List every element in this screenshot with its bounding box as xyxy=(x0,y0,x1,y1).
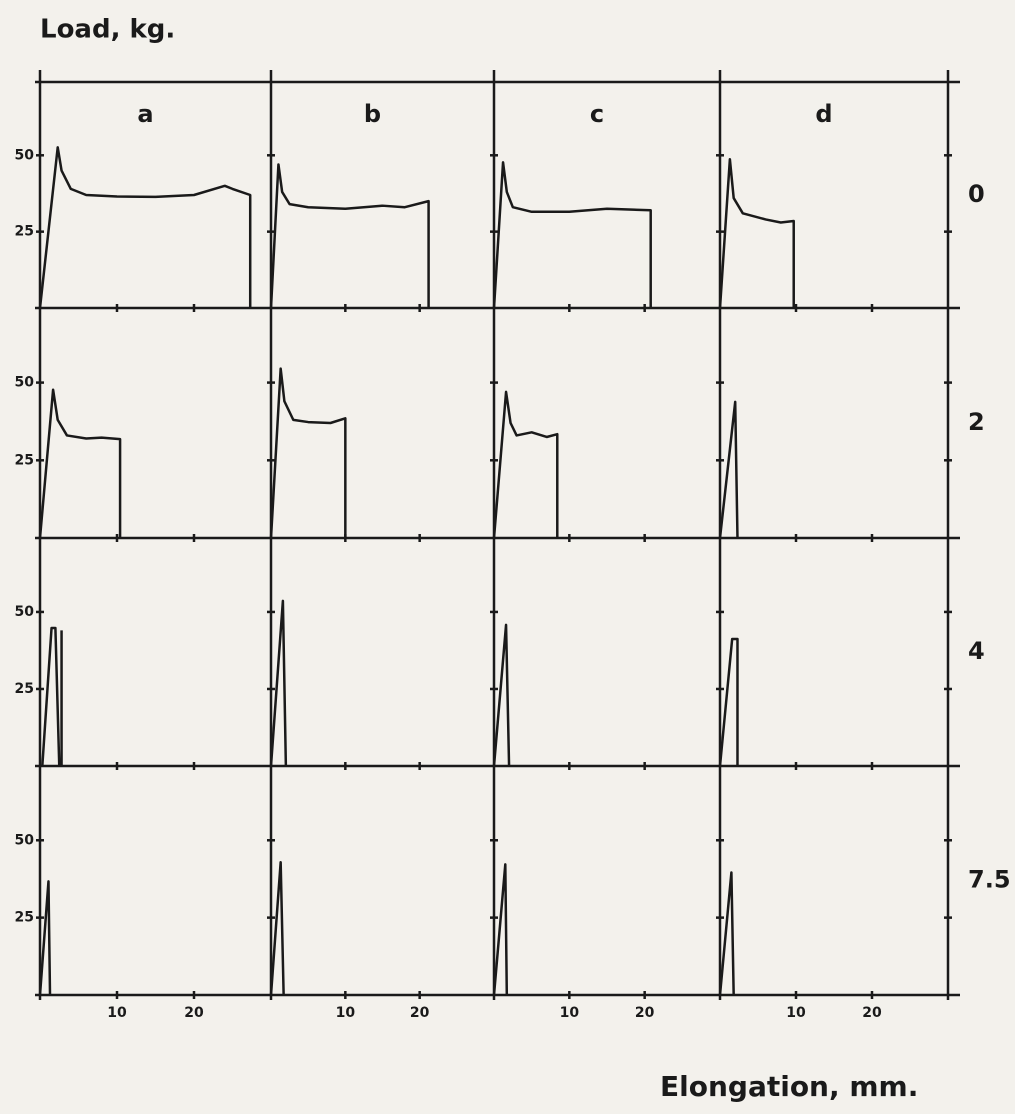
y-tick-label: 25 xyxy=(15,681,34,697)
load-curve xyxy=(269,599,288,767)
x-axis-title: Elongation, mm. xyxy=(660,1070,918,1103)
row-label: 4 xyxy=(968,637,985,665)
load-curve xyxy=(492,863,509,996)
load-curve xyxy=(269,860,285,996)
x-tick-label: 20 xyxy=(184,1005,204,1021)
load-curve xyxy=(269,367,347,539)
y-tick-label: 25 xyxy=(15,224,34,240)
column-label: b xyxy=(364,100,381,128)
load-curve xyxy=(38,388,122,539)
column-label: d xyxy=(815,100,832,128)
x-tick-label: 10 xyxy=(336,1005,356,1021)
load-curve xyxy=(492,161,652,309)
x-tick-label: 10 xyxy=(560,1005,580,1021)
load-curve xyxy=(718,637,739,767)
load-curve xyxy=(718,871,735,996)
load-curve xyxy=(492,390,559,539)
row-label: 7.5 xyxy=(968,866,1011,894)
load-curve xyxy=(492,623,511,767)
load-curve xyxy=(269,163,430,309)
row-label: 2 xyxy=(968,408,985,436)
load-curve xyxy=(718,400,739,539)
column-label: c xyxy=(590,100,604,128)
y-tick-label: 50 xyxy=(15,604,35,620)
y-tick-label: 50 xyxy=(15,147,35,163)
x-tick-label: 20 xyxy=(862,1005,882,1021)
x-tick-label: 10 xyxy=(107,1005,127,1021)
load-curve xyxy=(38,880,52,996)
y-tick-label: 25 xyxy=(15,452,34,468)
column-label: a xyxy=(137,100,153,128)
load-curve xyxy=(718,158,795,309)
load-curve xyxy=(38,146,252,309)
x-tick-label: 10 xyxy=(786,1005,806,1021)
load-curve xyxy=(41,626,63,767)
y-tick-label: 50 xyxy=(15,375,35,391)
y-tick-label: 50 xyxy=(15,832,35,848)
x-tick-label: 20 xyxy=(410,1005,430,1021)
y-tick-label: 25 xyxy=(15,910,34,926)
x-tick-label: 20 xyxy=(635,1005,655,1021)
row-label: 0 xyxy=(968,180,985,208)
y-axis-title: Load, kg. xyxy=(40,15,175,45)
